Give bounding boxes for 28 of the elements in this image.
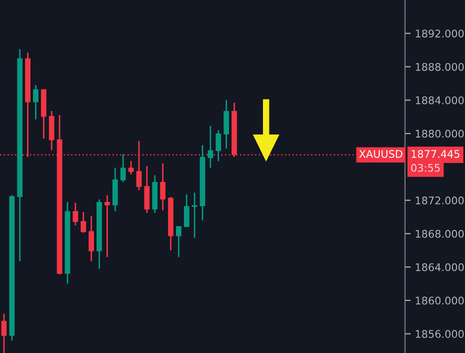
candlestick — [224, 99, 230, 150]
y-tick-label: 1860.000 — [416, 296, 464, 305]
candlestick — [216, 129, 222, 162]
candlestick — [1, 313, 7, 353]
text: 1877.445 — [412, 150, 460, 158]
y-tick-label: 1872.000 — [416, 196, 464, 204]
candlestick — [104, 194, 110, 258]
candlestick — [176, 225, 182, 258]
candlestick — [33, 84, 38, 120]
candlestick — [208, 125, 214, 168]
y-tick-label: 1888.000 — [416, 62, 464, 71]
candlestick — [120, 154, 126, 183]
candlestick — [88, 215, 94, 262]
candlestick — [72, 202, 78, 226]
text: 03:55 — [411, 164, 440, 172]
ref-line-label: XAUUSD — [359, 150, 402, 158]
y-tick-label: 1884.000 — [416, 96, 464, 104]
candlestick — [128, 160, 134, 176]
candlestick — [184, 194, 190, 228]
candlestick — [192, 192, 198, 239]
y-tick-label: 1892.000 — [416, 30, 464, 38]
candlestick — [160, 162, 166, 211]
y-tick-label: 1880.000 — [416, 130, 464, 138]
candlestick — [144, 165, 150, 214]
y-tick-label: 1864.000 — [416, 263, 464, 272]
candlestick — [80, 211, 86, 234]
y-tick-label: 1868.000 — [416, 230, 464, 238]
y-tick-label: 1856.000 — [416, 330, 464, 338]
